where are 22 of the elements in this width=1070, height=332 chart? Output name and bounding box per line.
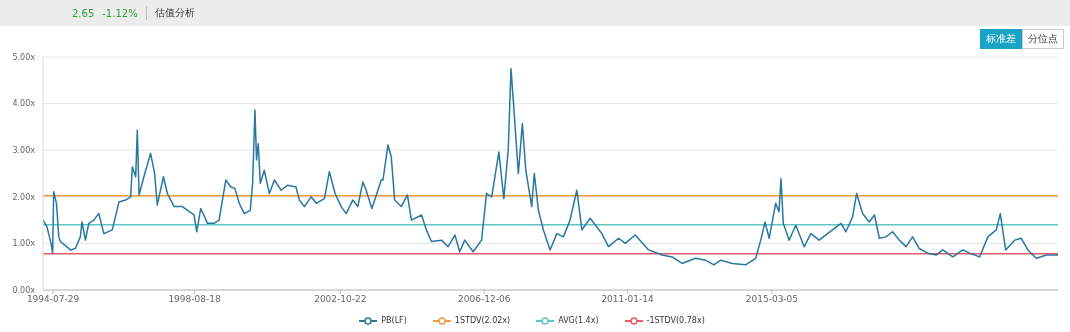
y-tick-label: 5.00x: [12, 52, 36, 62]
line-series: [43, 67, 1058, 266]
y-tick-label: 4.00x: [12, 99, 36, 109]
text: -1.12%: [102, 7, 138, 19]
text: 分位点: [1022, 29, 1064, 49]
x-tick-label: 2002-10-22: [314, 294, 367, 305]
chart-title: 估值分析: [145, 6, 195, 20]
x-tick-label: 2011-01-14: [601, 294, 654, 305]
x-tick-label: 1998-08-18: [168, 294, 221, 305]
x-tick-label: 2015-03-05: [745, 294, 799, 305]
y-tick-label: 0.00x: [12, 285, 36, 295]
legend-label: AVG(1.4x): [558, 316, 599, 325]
legend-label: 1STDV(2.02x): [454, 316, 511, 325]
text: 2.65: [72, 7, 95, 19]
legend-label: PB(LF): [381, 316, 407, 325]
y-tick-label: 1.00x: [12, 239, 36, 249]
legend-label: -1STDV(0.78x): [646, 316, 705, 325]
x-tick-label: 1994-07-29: [26, 294, 80, 305]
x-tick-label: 2006-12-06: [458, 294, 511, 305]
text: 标准差: [980, 29, 1022, 49]
y-tick-label: 3.00x: [12, 146, 36, 156]
y-tick-label: 2.00x: [12, 192, 36, 202]
